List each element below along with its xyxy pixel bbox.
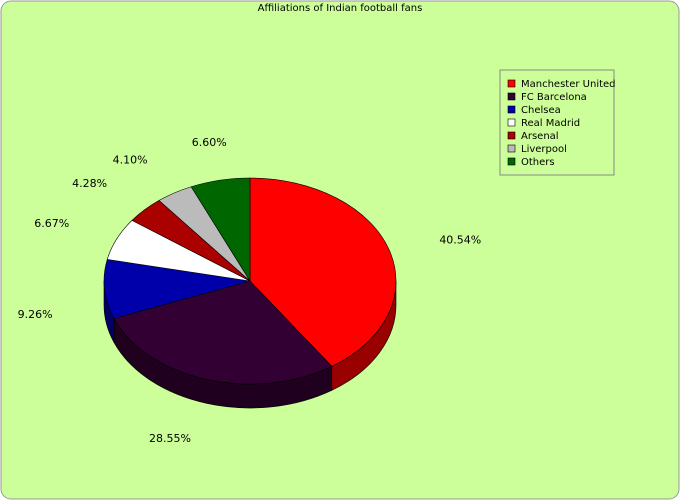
legend-swatch-fc-barcelona bbox=[507, 92, 516, 101]
legend-swatch-others bbox=[507, 157, 516, 166]
slice-manchester-united bbox=[249, 177, 397, 367]
legend-swatch-liverpool bbox=[507, 144, 516, 153]
legend: Manchester United FC Barcelona Chelsea Real… bbox=[499, 69, 616, 176]
legend-label-real-madrid: Real Madrid bbox=[521, 118, 580, 129]
legend-swatch-manchester-united bbox=[507, 79, 516, 88]
legend-swatch-chelsea bbox=[507, 105, 516, 114]
legend-label-fc-barcelona: FC Barcelona bbox=[521, 92, 587, 103]
legend-label-chelsea: Chelsea bbox=[521, 105, 561, 116]
legend-swatch-arsenal bbox=[507, 131, 516, 140]
data-label-manchester-united: 40.54% bbox=[439, 233, 481, 246]
pie-labels: 40.54% 28.55% 9.26% 6.67% 4.28% 4.10% 6.60% bbox=[18, 136, 482, 445]
slice-fc-barcelona bbox=[113, 280, 333, 385]
data-label-real-madrid: 6.67% bbox=[34, 217, 69, 230]
legend-label-arsenal: Arsenal bbox=[521, 131, 559, 142]
data-label-fc-barcelona: 28.55% bbox=[149, 432, 191, 445]
legend-box bbox=[499, 69, 615, 176]
data-label-liverpool: 4.10% bbox=[113, 153, 148, 166]
slice-chelsea bbox=[103, 259, 251, 319]
data-label-chelsea: 9.26% bbox=[18, 308, 53, 321]
pie-slices bbox=[103, 177, 397, 385]
data-label-others: 6.60% bbox=[192, 136, 227, 149]
data-label-arsenal: 4.28% bbox=[72, 177, 107, 190]
legend-label-others: Others bbox=[521, 157, 555, 168]
legend-label-manchester-united: Manchester United bbox=[521, 79, 616, 90]
legend-label-liverpool: Liverpool bbox=[521, 144, 567, 155]
chart-title: Affiliations of Indian football fans bbox=[258, 3, 423, 14]
legend-swatch-real-madrid bbox=[507, 118, 516, 127]
slice-others bbox=[190, 177, 251, 283]
